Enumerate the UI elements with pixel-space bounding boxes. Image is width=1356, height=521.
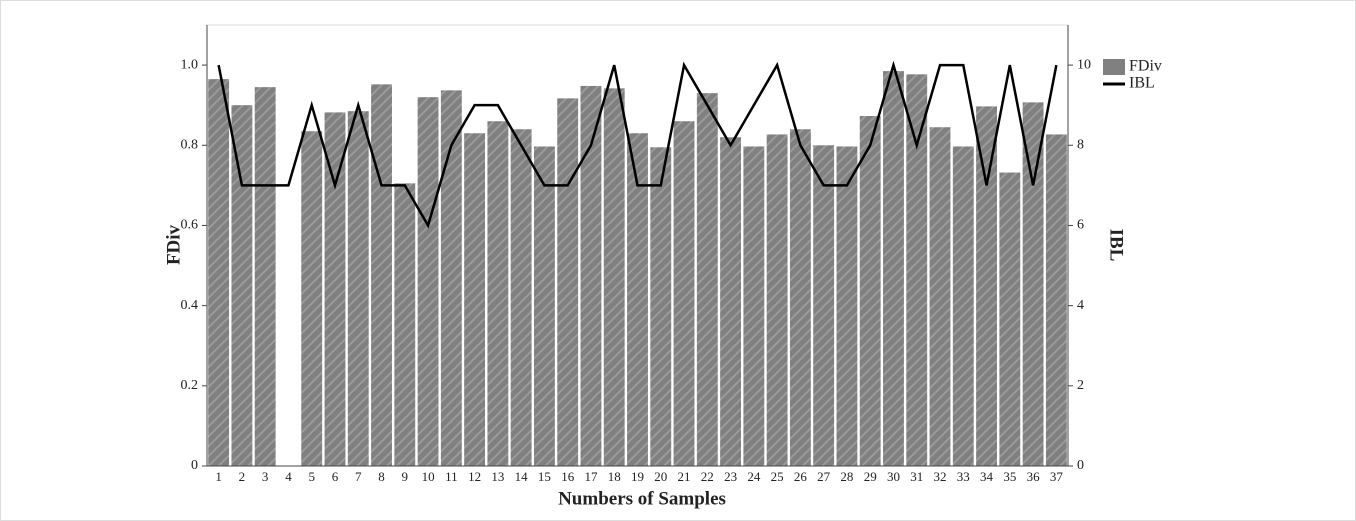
legend-label: IBL <box>1129 75 1155 92</box>
x-tick-label: 29 <box>864 469 877 484</box>
bar <box>557 98 579 466</box>
bar <box>603 88 625 467</box>
x-tick-label: 18 <box>608 469 621 484</box>
bar <box>906 74 928 466</box>
x-tick-label: 37 <box>1050 469 1064 484</box>
y-tick-label: 0.6 <box>181 218 199 233</box>
x-tick-label: 10 <box>422 469 435 484</box>
x-tick-label: 3 <box>262 469 269 484</box>
x-tick-label: 26 <box>794 469 808 484</box>
x-tick-label: 33 <box>957 469 970 484</box>
y2-tick-label: 6 <box>1077 218 1084 233</box>
bar <box>859 116 881 467</box>
bar <box>929 127 951 467</box>
y2-tick-label: 2 <box>1077 378 1084 393</box>
x-tick-label: 11 <box>445 469 458 484</box>
x-tick-label: 30 <box>887 469 900 484</box>
bar <box>976 106 997 466</box>
bar <box>696 93 718 467</box>
bar <box>254 87 276 467</box>
bar <box>208 79 230 466</box>
x-axis-title: Numbers of Samples <box>558 488 726 509</box>
bar <box>394 183 416 467</box>
bar <box>371 84 392 467</box>
bar <box>231 105 253 466</box>
x-tick-label: 32 <box>934 469 947 484</box>
x-tick-label: 12 <box>468 469 481 484</box>
x-tick-label: 24 <box>747 469 761 484</box>
x-tick-label: 27 <box>817 469 831 484</box>
x-tick-label: 36 <box>1027 469 1041 484</box>
x-tick-label: 25 <box>771 469 784 484</box>
legend-label: FDiv <box>1129 58 1162 75</box>
bar <box>883 71 904 466</box>
y-tick-label: 0.2 <box>181 378 199 393</box>
x-tick-label: 34 <box>980 469 994 484</box>
line <box>217 60 1058 229</box>
x-tick-label: 13 <box>491 469 504 484</box>
bar <box>743 146 765 466</box>
x-tick-label: 22 <box>701 469 714 484</box>
x-tick-label: 1 <box>215 469 222 484</box>
bar <box>1022 102 1044 466</box>
bar <box>650 147 672 466</box>
bar <box>580 85 602 467</box>
x-tick-label: 15 <box>538 469 551 484</box>
y2-tick-label: 8 <box>1077 137 1084 152</box>
x-tick-label: 23 <box>724 469 737 484</box>
y2-axis-title: IBL <box>1106 229 1127 262</box>
bar <box>952 146 974 466</box>
y2-tick-label: 4 <box>1077 298 1084 313</box>
bar <box>440 90 462 467</box>
bar <box>417 97 439 466</box>
x-tick-label: 28 <box>840 469 853 484</box>
y-tick-label: 1.0 <box>181 57 199 72</box>
x-tick-label: 6 <box>332 469 339 484</box>
bar <box>533 146 555 466</box>
y-tick-label: 0.8 <box>181 137 199 152</box>
x-tick-label: 21 <box>678 469 691 484</box>
x-tick-label: 9 <box>402 469 409 484</box>
x-tick-label: 17 <box>584 469 598 484</box>
bar <box>510 129 532 466</box>
x-tick-label: 35 <box>1003 469 1016 484</box>
x-tick-label: 2 <box>239 469 246 484</box>
x-tick-label: 31 <box>910 469 923 484</box>
bar <box>813 145 835 467</box>
bar <box>464 133 486 466</box>
x-tick-label: 4 <box>285 469 292 484</box>
x-tick-label: 14 <box>515 469 529 484</box>
bar <box>301 131 323 466</box>
bar <box>487 121 509 466</box>
x-tick-label: 16 <box>561 469 575 484</box>
bar <box>347 111 369 466</box>
bar <box>766 134 788 466</box>
bar <box>720 137 742 466</box>
x-tick-label: 8 <box>378 469 385 484</box>
y-axis-title: FDiv <box>163 224 184 265</box>
bar <box>789 129 811 466</box>
bar <box>1045 134 1067 466</box>
y2-tick-label: 0 <box>1077 458 1084 473</box>
legend-swatch <box>1103 59 1125 75</box>
bar <box>999 172 1021 466</box>
bar <box>324 112 346 466</box>
x-tick-label: 5 <box>308 469 315 484</box>
x-tick-label: 20 <box>654 469 667 484</box>
x-tick-label: 7 <box>355 469 362 484</box>
bar <box>627 133 648 466</box>
x-tick-label: 19 <box>631 469 644 484</box>
y2-tick-label: 10 <box>1077 57 1091 72</box>
bar <box>673 121 695 466</box>
y-tick-label: 0.4 <box>181 298 199 313</box>
bar <box>836 146 858 466</box>
y-tick-label: 0 <box>191 458 198 473</box>
